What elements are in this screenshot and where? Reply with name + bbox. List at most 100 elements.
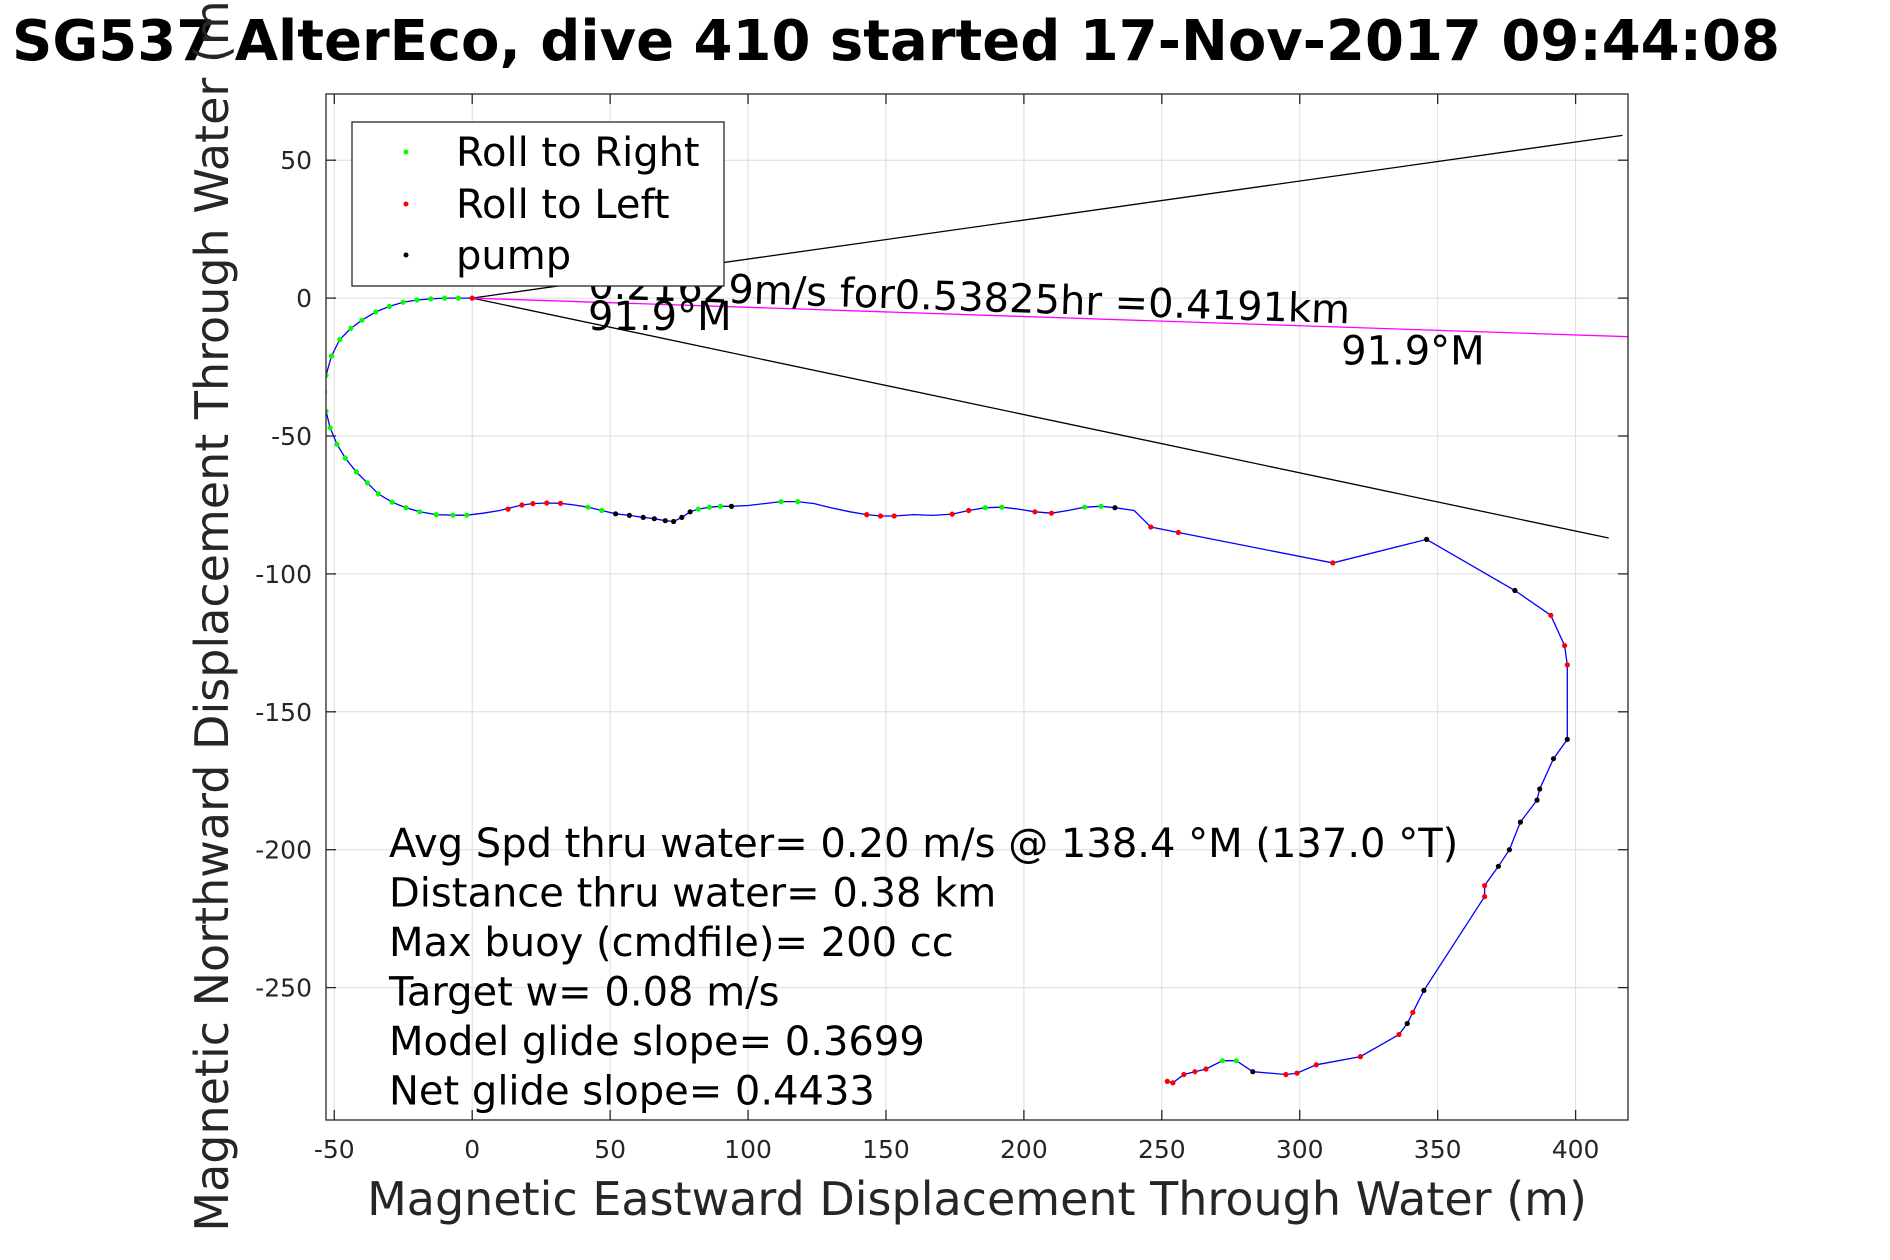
marker-roll-to-right bbox=[353, 469, 359, 475]
marker-roll-to-left bbox=[1048, 510, 1055, 516]
marker-roll-to-left bbox=[1548, 612, 1554, 618]
marker-pump bbox=[687, 509, 693, 515]
marker-roll-to-right bbox=[433, 511, 439, 518]
marker-roll-to-right bbox=[327, 425, 333, 431]
y-tick-label: -100 bbox=[255, 560, 312, 589]
marker-roll-to-left bbox=[1181, 1071, 1187, 1078]
grid-lines bbox=[326, 94, 1628, 1120]
marker-roll-to-right bbox=[442, 295, 448, 301]
marker-roll-to-left bbox=[557, 500, 564, 506]
marker-roll-to-right bbox=[695, 506, 702, 512]
marker-pump bbox=[651, 516, 657, 522]
marker-pump bbox=[1534, 797, 1540, 803]
chart-title: SG537 AlterEco, dive 410 started 17-Nov-… bbox=[12, 9, 1780, 74]
marker-pump bbox=[1517, 819, 1523, 825]
y-tick-label: 0 bbox=[296, 284, 312, 313]
x-tick-label: 0 bbox=[464, 1135, 480, 1164]
marker-roll-to-left bbox=[1396, 1031, 1402, 1038]
marker-roll-to-right bbox=[450, 512, 456, 518]
marker-roll-to-right bbox=[778, 499, 784, 505]
marker-pump bbox=[613, 511, 619, 517]
x-tick-label: 300 bbox=[1276, 1135, 1324, 1164]
marker-pump bbox=[1404, 1020, 1410, 1027]
summary-line: Max buoy (cmdfile)= 200 cc bbox=[389, 920, 954, 966]
legend-label-pump: pump bbox=[456, 233, 571, 279]
summary-line: Avg Spd thru water= 0.20 m/s @ 138.4 °M … bbox=[389, 821, 1458, 867]
x-tick-label: -50 bbox=[314, 1135, 355, 1164]
marker-roll-to-left bbox=[505, 506, 511, 512]
marker-roll-to-right bbox=[359, 317, 365, 323]
y-tick-label: -150 bbox=[255, 698, 312, 727]
marker-roll-to-right bbox=[386, 303, 392, 309]
legend-box bbox=[351, 121, 725, 287]
marker-pump bbox=[1537, 786, 1543, 792]
marker-roll-to-right bbox=[342, 455, 348, 461]
marker-roll-to-left bbox=[530, 501, 536, 507]
marker-roll-to-right bbox=[795, 499, 801, 505]
marker-roll-to-right bbox=[1098, 503, 1104, 509]
marker-pump bbox=[1250, 1069, 1256, 1075]
y-tick-label: 50 bbox=[280, 146, 312, 175]
y-tick-label: -200 bbox=[255, 836, 312, 865]
marker-pump bbox=[679, 514, 685, 521]
legend-marker-roll-right bbox=[403, 149, 409, 155]
sample-markers bbox=[326, 295, 1570, 1086]
heading-far: 91.9°M bbox=[1341, 328, 1485, 374]
marker-roll-to-left bbox=[891, 513, 897, 519]
x-tick-label: 350 bbox=[1414, 1135, 1462, 1164]
marker-pump bbox=[662, 518, 668, 524]
marker-roll-to-right bbox=[328, 353, 335, 359]
x-tick-label: 100 bbox=[724, 1135, 772, 1164]
marker-roll-to-right bbox=[375, 491, 381, 497]
marker-pump bbox=[1564, 736, 1570, 743]
summary-text-block: Avg Spd thru water= 0.20 m/s @ 138.4 °M … bbox=[388, 821, 1458, 1115]
marker-roll-to-left bbox=[1192, 1069, 1198, 1075]
summary-line: Model glide slope= 0.3699 bbox=[389, 1019, 925, 1065]
x-tick-label: 400 bbox=[1552, 1135, 1600, 1164]
marker-roll-to-left bbox=[1203, 1066, 1209, 1072]
x-tick-label: 150 bbox=[862, 1135, 910, 1164]
marker-pump bbox=[1424, 536, 1430, 543]
marker-roll-to-left bbox=[1313, 1062, 1319, 1068]
marker-roll-to-left bbox=[1294, 1070, 1300, 1076]
marker-roll-to-right bbox=[428, 296, 434, 302]
marker-roll-to-left bbox=[1562, 643, 1568, 649]
legend-label-roll-right: Roll to Right bbox=[456, 130, 700, 176]
marker-roll-to-right bbox=[337, 336, 343, 343]
marker-roll-to-right bbox=[403, 505, 409, 511]
summary-line: Distance thru water= 0.38 km bbox=[389, 871, 996, 917]
marker-roll-to-left bbox=[1148, 524, 1154, 530]
marker-roll-to-right bbox=[414, 297, 420, 303]
marker-roll-to-left bbox=[949, 511, 955, 517]
legend-label-roll-left: Roll to Left bbox=[456, 182, 670, 228]
legend-marker-roll-left bbox=[403, 201, 409, 207]
marker-pump bbox=[728, 503, 735, 509]
marker-roll-to-left bbox=[469, 295, 475, 301]
marker-roll-to-right bbox=[373, 309, 379, 315]
marker-roll-to-right bbox=[1082, 504, 1088, 510]
summary-line: Target w= 0.08 m/s bbox=[388, 970, 779, 1016]
plot-frame bbox=[325, 93, 1629, 1121]
heading-wedge-lower bbox=[472, 297, 1609, 539]
marker-roll-to-right bbox=[599, 507, 605, 514]
marker-roll-to-left bbox=[1482, 883, 1488, 889]
marker-roll-to-right bbox=[348, 325, 354, 331]
marker-roll-to-left bbox=[1164, 1078, 1170, 1084]
marker-pump bbox=[1421, 987, 1427, 994]
legend-marker-pump bbox=[403, 252, 409, 258]
marker-pump bbox=[1512, 587, 1518, 594]
summary-line: Net glide slope= 0.4433 bbox=[389, 1069, 875, 1115]
marker-roll-to-left bbox=[1564, 662, 1570, 668]
marker-roll-to-left bbox=[519, 502, 525, 508]
marker-roll-to-left bbox=[1482, 894, 1488, 900]
marker-roll-to-left bbox=[1032, 509, 1038, 515]
y-tick-label: -250 bbox=[255, 974, 312, 1003]
marker-roll-to-right bbox=[706, 504, 713, 510]
marker-pump bbox=[1550, 756, 1557, 762]
marker-roll-to-left bbox=[1410, 1009, 1416, 1016]
marker-roll-to-left bbox=[1357, 1054, 1363, 1060]
marker-roll-to-right bbox=[464, 512, 470, 518]
legend: Roll to Right Roll to Left pump bbox=[351, 121, 725, 287]
marker-roll-to-right bbox=[717, 503, 724, 509]
marker-roll-to-right bbox=[455, 295, 461, 301]
